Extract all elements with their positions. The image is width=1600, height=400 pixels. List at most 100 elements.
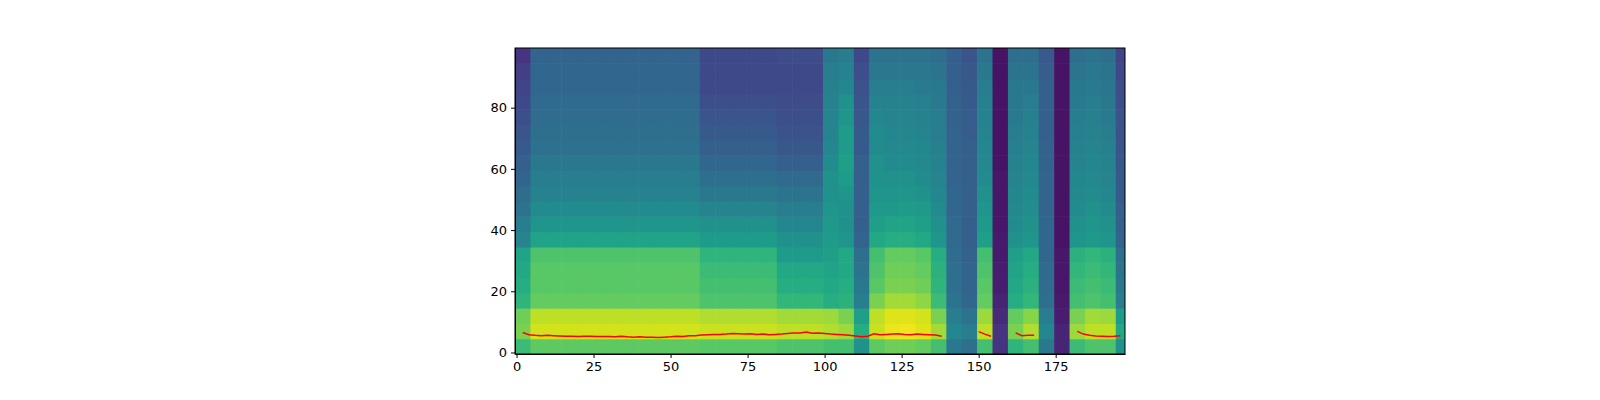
- heatmap-cell: [931, 48, 947, 64]
- heatmap-cell: [577, 48, 593, 64]
- heatmap-cell: [1085, 216, 1101, 232]
- heatmap-cell: [931, 262, 947, 278]
- heatmap-cell: [931, 339, 947, 354]
- heatmap-cell: [731, 339, 747, 354]
- heatmap-cell: [962, 308, 978, 324]
- heatmap-cell: [731, 109, 747, 125]
- heatmap-cell: [931, 278, 947, 294]
- heatmap-cell: [916, 140, 932, 156]
- heatmap-cell: [931, 308, 947, 324]
- heatmap-cell: [854, 186, 870, 202]
- heatmap-cell: [638, 63, 654, 79]
- heatmap-cell: [546, 170, 562, 186]
- heatmap-cell: [607, 186, 623, 202]
- heatmap-cell: [977, 48, 993, 64]
- heatmap-cell: [993, 247, 1009, 263]
- heatmap-cell: [607, 339, 623, 354]
- heatmap-cell: [515, 186, 531, 202]
- heatmap-cell: [962, 48, 978, 64]
- heatmap-cell: [669, 170, 685, 186]
- heatmap-cell: [761, 186, 777, 202]
- heatmap-cell: [962, 140, 978, 156]
- heatmap-cell: [715, 63, 731, 79]
- heatmap-cell: [962, 109, 978, 125]
- heatmap-cell: [530, 232, 546, 248]
- heatmap-cell: [515, 79, 531, 95]
- heatmap-cell: [916, 79, 932, 95]
- heatmap-cell: [838, 216, 854, 232]
- heatmap-cell: [1054, 232, 1070, 248]
- heatmap-cell: [746, 308, 762, 324]
- heatmap-cell: [777, 140, 793, 156]
- heatmap-cell: [777, 94, 793, 110]
- heatmap-cell: [546, 125, 562, 141]
- heatmap-cell: [1070, 278, 1086, 294]
- heatmap-cell: [623, 109, 639, 125]
- heatmap-cell: [1085, 262, 1101, 278]
- heatmap-cell: [761, 232, 777, 248]
- heatmap-cell: [885, 201, 901, 217]
- heatmap-cell: [1116, 278, 1125, 294]
- heatmap-cell: [561, 94, 577, 110]
- tick-label: 60: [490, 162, 507, 177]
- heatmap-cell: [515, 323, 531, 339]
- heatmap-cell: [1039, 339, 1055, 354]
- heatmap-cell: [838, 170, 854, 186]
- heatmap-cell: [962, 323, 978, 339]
- heatmap-cell: [1039, 323, 1055, 339]
- heatmap-cell: [700, 79, 716, 95]
- plot-frame: [515, 48, 1125, 354]
- heatmap-cell: [731, 155, 747, 171]
- heatmap-cell: [993, 94, 1009, 110]
- heatmap-cell: [962, 155, 978, 171]
- heatmap-cell: [684, 308, 700, 324]
- tick: 20: [490, 284, 515, 299]
- heatmap-cell: [808, 155, 824, 171]
- heatmap-cell: [1100, 201, 1116, 217]
- heatmap-cell: [823, 140, 839, 156]
- heatmap-cell: [669, 63, 685, 79]
- heatmap-cell: [623, 155, 639, 171]
- heatmap-cell: [1054, 79, 1070, 95]
- heatmap-cell: [869, 232, 885, 248]
- heatmap-cell: [823, 247, 839, 263]
- heatmap-cell: [530, 293, 546, 309]
- heatmap-cell: [700, 140, 716, 156]
- heatmap-cell: [823, 186, 839, 202]
- heatmap-cell: [746, 79, 762, 95]
- heatmap-cell: [946, 155, 962, 171]
- heatmap-cell: [838, 232, 854, 248]
- heatmap-cell: [669, 186, 685, 202]
- heatmap-cell: [808, 308, 824, 324]
- heatmap-cell: [946, 170, 962, 186]
- heatmap-cell: [1070, 109, 1086, 125]
- heatmap-cell: [900, 48, 916, 64]
- heatmap-cell: [592, 339, 608, 354]
- heatmap-cell: [746, 140, 762, 156]
- heatmap-cell: [761, 140, 777, 156]
- heatmap-cell: [731, 308, 747, 324]
- heatmap-cell: [993, 278, 1009, 294]
- heatmap-cell: [715, 186, 731, 202]
- heatmap-cell: [1023, 140, 1039, 156]
- heatmap-cell: [700, 262, 716, 278]
- heatmap-cell: [823, 232, 839, 248]
- heatmap-cell: [854, 170, 870, 186]
- heatmap-cell: [1023, 201, 1039, 217]
- heatmap-cell: [854, 232, 870, 248]
- heatmap-cell: [885, 339, 901, 354]
- heatmap-cell: [1085, 170, 1101, 186]
- heatmap-cell: [869, 186, 885, 202]
- heatmap-cell: [546, 293, 562, 309]
- heatmap-cell: [808, 323, 824, 339]
- heatmap-cell: [746, 247, 762, 263]
- heatmap-cell: [1085, 79, 1101, 95]
- heatmap-cell: [1023, 339, 1039, 354]
- heatmap-cell: [977, 186, 993, 202]
- heatmap-cell: [900, 216, 916, 232]
- heatmap-cell: [823, 79, 839, 95]
- heatmap-cell: [638, 232, 654, 248]
- heatmap-cell: [669, 339, 685, 354]
- heatmap-cell: [515, 201, 531, 217]
- tick-label: 20: [490, 284, 507, 299]
